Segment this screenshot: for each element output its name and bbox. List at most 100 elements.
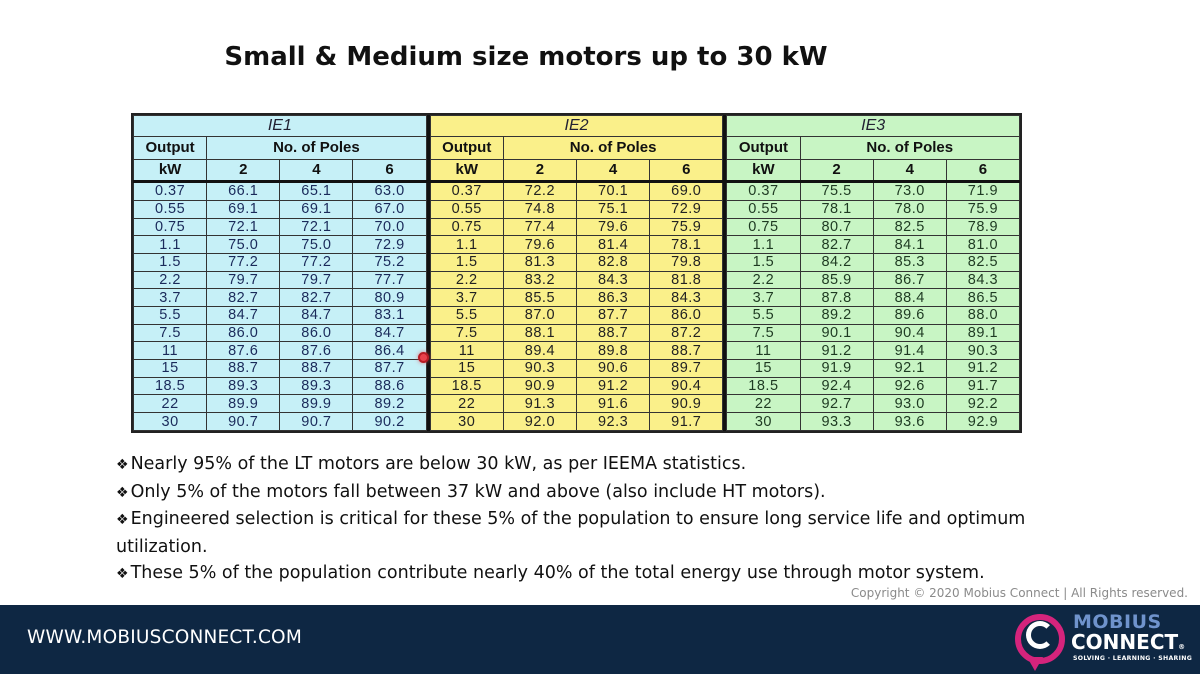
- efficiency-cell: 82.8: [575, 252, 651, 272]
- efficiency-cell: 72.2: [502, 181, 577, 201]
- efficiency-cell: 91.2: [799, 341, 874, 361]
- efficiency-cell: 85.9: [799, 270, 874, 290]
- efficiency-cell: 86.7: [872, 270, 947, 290]
- table-row: 0.37 66.1 65.1 63.0: [132, 181, 427, 201]
- efficiency-cell: 81.3: [502, 252, 577, 272]
- pole-count-header: 4: [279, 158, 354, 184]
- bullet-diamond-icon: ❖: [116, 457, 129, 473]
- table-row: 18.5 92.4 92.6 91.7: [726, 376, 1021, 396]
- efficiency-cell: 87.2: [649, 323, 724, 343]
- unit-header: kW: [132, 158, 208, 184]
- output-kw-cell: 22: [429, 394, 504, 414]
- unit-header: kW: [726, 158, 801, 184]
- efficiency-cell: 72.9: [649, 199, 724, 219]
- table-row: 15 90.3 90.6 89.7: [429, 359, 724, 378]
- output-kw-cell: 15: [726, 359, 801, 378]
- efficiency-cell: 93.6: [872, 412, 947, 431]
- efficiency-cell: 88.6: [352, 376, 427, 396]
- efficiency-cell: 90.9: [649, 394, 724, 414]
- unit-header: kW: [429, 158, 504, 184]
- pole-count-header: 6: [945, 158, 1021, 184]
- output-kw-cell: 5.5: [132, 306, 208, 325]
- efficiency-cell: 78.1: [649, 235, 724, 254]
- table-row: 3.7 82.7 82.7 80.9: [132, 288, 427, 308]
- efficiency-cell: 91.2: [945, 359, 1021, 378]
- output-kw-cell: 30: [132, 412, 208, 431]
- output-kw-cell: 5.5: [726, 306, 801, 325]
- output-kw-cell: 7.5: [429, 323, 504, 343]
- efficiency-cell: 93.0: [872, 394, 947, 414]
- efficiency-cell: 89.1: [945, 323, 1021, 343]
- slide-title: Small & Medium size motors up to 30 kW: [224, 42, 828, 72]
- efficiency-cell: 67.0: [352, 199, 427, 219]
- efficiency-cell: 88.7: [649, 341, 724, 361]
- efficiency-cell: 84.7: [352, 323, 427, 343]
- efficiency-cell: 72.1: [279, 217, 354, 237]
- efficiency-cell: 81.0: [945, 235, 1021, 254]
- efficiency-cell: 82.7: [206, 288, 281, 308]
- efficiency-cell: 71.9: [945, 181, 1021, 201]
- efficiency-cell: 89.8: [575, 341, 651, 361]
- output-kw-cell: 1.1: [132, 235, 208, 254]
- pole-count-header: 6: [352, 158, 427, 184]
- logo-c-icon: [1026, 621, 1054, 649]
- efficiency-cell: 79.7: [279, 270, 354, 290]
- website-link[interactable]: WWW.MOBIUSCONNECT.COM: [27, 627, 302, 648]
- efficiency-cell: 91.7: [649, 412, 724, 431]
- table-row: 0.75 77.4 79.6 75.9: [429, 217, 724, 237]
- output-kw-cell: 18.5: [132, 376, 208, 396]
- table-row: 1.1 75.0 75.0 72.9: [132, 235, 427, 254]
- logo-connect-word: CONNECT: [1071, 630, 1179, 654]
- output-kw-cell: 2.2: [726, 270, 801, 290]
- table-row: 7.5 90.1 90.4 89.1: [726, 323, 1021, 343]
- efficiency-cell: 80.9: [352, 288, 427, 308]
- efficiency-cell: 90.2: [352, 412, 427, 431]
- efficiency-cell: 92.6: [872, 376, 947, 396]
- efficiency-cell: 75.9: [945, 199, 1021, 219]
- efficiency-cell: 75.0: [206, 235, 281, 254]
- bullet-item: ❖ Engineered selection is critical for th…: [116, 509, 1026, 557]
- table-row: 0.55 74.8 75.1 72.9: [429, 199, 724, 219]
- table-block-ie3: IE3 Output No. of Poles kW 2 4 6 0.37 75.5 73.0 71…: [723, 114, 1021, 431]
- efficiency-cell: 86.5: [945, 288, 1021, 308]
- poles-header: No. of Poles: [502, 136, 724, 160]
- efficiency-cell: 92.7: [799, 394, 874, 414]
- table-row: 30 92.0 92.3 91.7: [429, 412, 724, 431]
- output-kw-cell: 30: [726, 412, 801, 431]
- efficiency-cell: 89.2: [799, 306, 874, 325]
- efficiency-grid: IE1 Output No. of Poles kW 2 4 6 0.37 66.1 65.1 63…: [132, 114, 427, 431]
- pole-count-header: 2: [206, 158, 281, 184]
- efficiency-cell: 91.3: [502, 394, 577, 414]
- table-row: 15 88.7 88.7 87.7: [132, 359, 427, 378]
- poles-header: No. of Poles: [206, 136, 427, 160]
- output-kw-cell: 3.7: [132, 288, 208, 308]
- efficiency-cell: 77.2: [206, 252, 281, 272]
- efficiency-cell: 92.0: [502, 412, 577, 431]
- table-row: 7.5 88.1 88.7 87.2: [429, 323, 724, 343]
- table-row: 0.55 69.1 69.1 67.0: [132, 199, 427, 219]
- output-kw-cell: 7.5: [726, 323, 801, 343]
- efficiency-cell: 82.5: [945, 252, 1021, 272]
- table-row: 2.2 85.9 86.7 84.3: [726, 270, 1021, 290]
- logo-bubble-tail: [1027, 657, 1043, 671]
- efficiency-cell: 89.4: [502, 341, 577, 361]
- output-kw-cell: 0.75: [429, 217, 504, 237]
- efficiency-cell: 87.7: [352, 359, 427, 378]
- output-kw-cell: 0.55: [132, 199, 208, 219]
- efficiency-cell: 77.7: [352, 270, 427, 290]
- efficiency-cell: 87.6: [206, 341, 281, 361]
- efficiency-cell: 89.2: [352, 394, 427, 414]
- efficiency-cell: 93.3: [799, 412, 874, 431]
- logo-text-connect: CONNECT®: [1071, 630, 1185, 654]
- output-kw-cell: 5.5: [429, 306, 504, 325]
- table-row: 11 91.2 91.4 90.3: [726, 341, 1021, 361]
- bullet-list: ❖ Nearly 95% of the LT motors are below 3…: [116, 451, 1076, 588]
- efficiency-cell: 86.0: [206, 323, 281, 343]
- efficiency-cell: 69.1: [206, 199, 281, 219]
- pole-count-header: 6: [649, 158, 724, 184]
- table-row: 18.5 90.9 91.2 90.4: [429, 376, 724, 396]
- output-kw-cell: 3.7: [726, 288, 801, 308]
- logo-text-mobius: MOBIUS: [1073, 611, 1162, 633]
- efficiency-cell: 88.1: [502, 323, 577, 343]
- table-row: 30 93.3 93.6 92.9: [726, 412, 1021, 431]
